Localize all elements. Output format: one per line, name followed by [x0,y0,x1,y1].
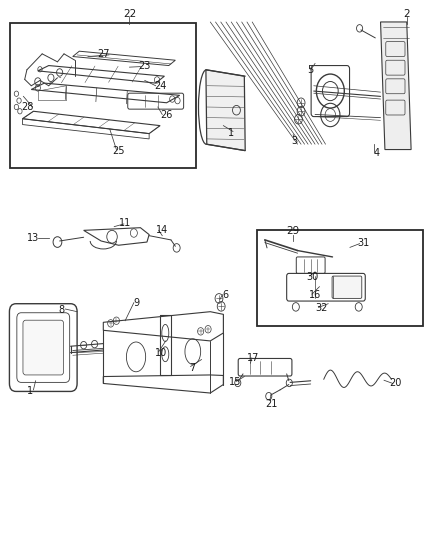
Text: 17: 17 [247,353,259,363]
Text: 14: 14 [156,225,168,236]
Text: 31: 31 [357,238,369,248]
Text: 27: 27 [97,49,110,59]
Text: 28: 28 [21,102,34,112]
Text: 20: 20 [390,378,402,389]
Text: 5: 5 [307,65,314,75]
Text: 8: 8 [59,305,65,315]
Text: 7: 7 [190,362,196,373]
Text: 24: 24 [154,81,166,91]
Text: 30: 30 [307,272,319,281]
Text: 32: 32 [315,303,328,313]
Bar [258,230,424,326]
Text: 1: 1 [27,386,33,397]
FancyBboxPatch shape [332,276,362,298]
Text: 1: 1 [228,127,234,138]
Text: 25: 25 [112,146,125,156]
Text: 3: 3 [291,135,297,146]
Text: 22: 22 [123,9,136,19]
Text: 26: 26 [160,110,173,120]
Text: 2: 2 [403,9,410,19]
Text: 11: 11 [119,219,131,229]
Text: 23: 23 [138,61,151,71]
Text: 13: 13 [27,233,39,244]
Text: 29: 29 [286,227,300,237]
Polygon shape [206,70,245,151]
Text: 21: 21 [265,399,278,409]
Bar [11,23,196,168]
Text: 9: 9 [133,297,139,308]
Text: 16: 16 [309,289,321,300]
Polygon shape [381,22,411,150]
Text: 15: 15 [230,377,242,387]
Text: 4: 4 [373,148,379,158]
FancyBboxPatch shape [23,320,64,375]
Text: 6: 6 [223,290,229,300]
Text: 10: 10 [155,348,167,358]
